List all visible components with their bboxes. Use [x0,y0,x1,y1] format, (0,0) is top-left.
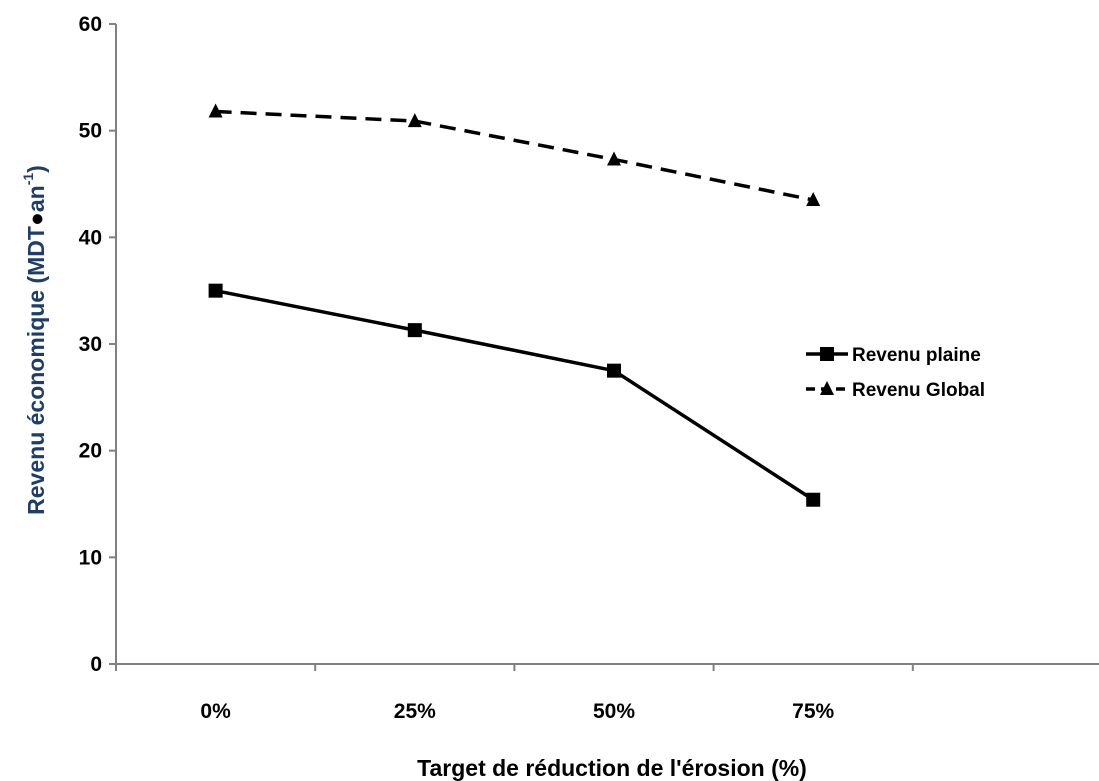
series-line [215,288,815,502]
y-tick-label: 30 [79,333,102,356]
x-axis-ticks: 0% 25% 50% 75% [115,664,914,723]
y-tick-label: 10 [79,546,102,569]
series-revenu-plaine [208,283,821,507]
chart-axes [115,24,1099,665]
y-tick-label: 40 [79,226,102,249]
triangle-marker [806,192,821,206]
y-axis-title: Revenu économique (MDT●an-1) [20,165,49,515]
legend-item: Revenu Global [806,380,985,401]
y-tick-label: 20 [79,440,102,463]
square-marker [607,363,621,378]
series-revenu-global [208,103,821,206]
square-marker [806,492,821,507]
y-tick-label: 0 [90,653,102,676]
y-axis-title-main: Revenu économique (MDT [23,226,49,515]
legend-label: Revenu Global [852,380,985,401]
y-axis-title-bullet: ● [23,212,49,226]
triangle-marker [208,103,223,118]
x-tick-label: 25% [394,700,436,723]
legend: Revenu plaine Revenu Global [806,345,985,401]
x-tick-label: 75% [792,700,834,723]
square-marker [208,283,223,298]
series-layer [208,103,821,507]
legend-marker [820,381,834,395]
x-axis-title: Target de réduction de l'érosion (%) [417,755,807,781]
triangle-marker [407,113,422,128]
y-axis-title-exponent: -1 [20,173,36,186]
legend-marker [820,347,834,361]
y-axis-ticks: 0 10 20 30 40 50 60 [79,13,116,676]
legend-label: Revenu plaine [852,345,981,366]
legend-item: Revenu plaine [806,345,981,366]
square-marker [407,323,422,338]
y-axis-title-close: ) [23,165,49,173]
y-axis-title-unit: an [23,185,49,212]
y-tick-label: 60 [79,13,102,36]
y-tick-label: 50 [79,120,102,143]
triangle-marker [607,151,621,166]
series-line [215,109,814,202]
x-tick-label: 50% [593,700,635,723]
x-tick-label: 0% [200,700,231,723]
